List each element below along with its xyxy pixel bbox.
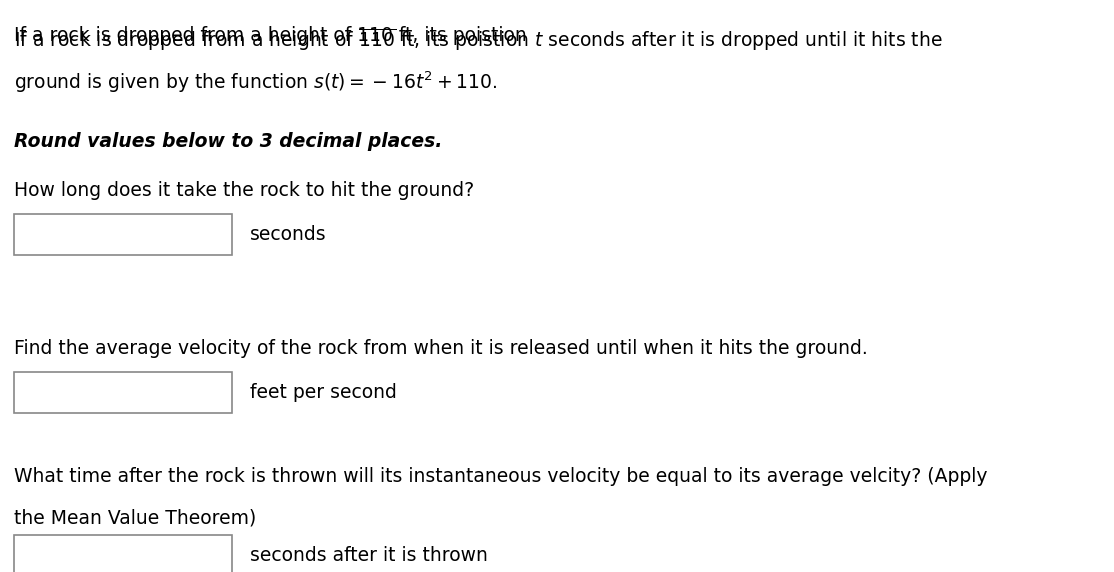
Text: What time after the rock is thrown will its instantaneous velocity be equal to i: What time after the rock is thrown will … bbox=[14, 467, 988, 486]
Text: If a rock is dropped from a height of $\overline{110}$ ft, its poistion $t$ seco: If a rock is dropped from a height of $\… bbox=[14, 26, 942, 53]
Text: ground is given by the function $s(t) = -16t^2 + 110.$: ground is given by the function $s(t) = … bbox=[14, 70, 498, 95]
FancyBboxPatch shape bbox=[14, 214, 232, 255]
Text: seconds: seconds bbox=[250, 225, 326, 244]
Text: If a rock is dropped from a height of 110 ft, its poistion: If a rock is dropped from a height of 11… bbox=[14, 26, 532, 45]
FancyBboxPatch shape bbox=[14, 535, 232, 572]
Text: Round values below to 3 decimal places.: Round values below to 3 decimal places. bbox=[14, 132, 442, 151]
Text: the Mean Value Theorem): the Mean Value Theorem) bbox=[14, 509, 256, 527]
Text: Find the average velocity of the rock from when it is released until when it hit: Find the average velocity of the rock fr… bbox=[14, 339, 868, 358]
Text: feet per second: feet per second bbox=[250, 383, 397, 402]
Text: How long does it take the rock to hit the ground?: How long does it take the rock to hit th… bbox=[14, 181, 475, 200]
Text: seconds after it is thrown: seconds after it is thrown bbox=[250, 546, 488, 566]
FancyBboxPatch shape bbox=[14, 372, 232, 413]
